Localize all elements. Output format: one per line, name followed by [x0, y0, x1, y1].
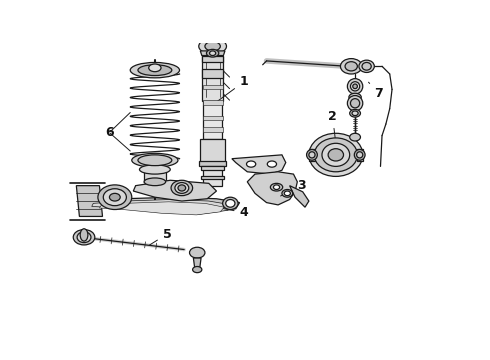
Text: 7: 7	[368, 82, 383, 100]
Polygon shape	[232, 155, 286, 174]
Ellipse shape	[138, 65, 172, 76]
Ellipse shape	[284, 191, 291, 195]
Ellipse shape	[210, 51, 216, 55]
Ellipse shape	[205, 42, 220, 51]
Text: 6: 6	[105, 126, 114, 139]
Polygon shape	[194, 258, 201, 270]
Text: 1: 1	[215, 75, 248, 103]
Bar	[357, 149, 363, 161]
Ellipse shape	[80, 229, 88, 241]
Ellipse shape	[354, 149, 365, 160]
Ellipse shape	[193, 266, 202, 273]
Ellipse shape	[109, 193, 120, 201]
Ellipse shape	[73, 230, 95, 245]
Ellipse shape	[350, 133, 361, 141]
Ellipse shape	[341, 59, 362, 74]
Ellipse shape	[132, 153, 178, 167]
Ellipse shape	[309, 152, 315, 158]
Ellipse shape	[282, 189, 293, 197]
Ellipse shape	[190, 247, 205, 258]
Bar	[199, 161, 226, 166]
Ellipse shape	[171, 180, 193, 195]
Ellipse shape	[353, 84, 357, 89]
Text: 2: 2	[328, 110, 337, 140]
Bar	[201, 166, 224, 170]
Ellipse shape	[359, 60, 374, 72]
Bar	[203, 127, 222, 132]
Polygon shape	[247, 172, 297, 205]
Ellipse shape	[350, 109, 361, 117]
Ellipse shape	[350, 82, 360, 91]
Ellipse shape	[140, 165, 171, 174]
Bar	[144, 168, 166, 182]
Bar	[203, 100, 222, 105]
Ellipse shape	[103, 189, 126, 206]
Bar	[201, 176, 224, 180]
Bar	[202, 55, 223, 101]
Ellipse shape	[347, 95, 363, 111]
Polygon shape	[133, 180, 217, 201]
Ellipse shape	[206, 49, 219, 57]
Text: 3: 3	[281, 179, 306, 196]
Ellipse shape	[352, 111, 358, 116]
Ellipse shape	[345, 62, 357, 71]
Bar	[203, 85, 222, 89]
Ellipse shape	[362, 62, 371, 70]
Polygon shape	[92, 199, 232, 214]
Ellipse shape	[138, 155, 172, 166]
Bar	[203, 116, 222, 120]
Ellipse shape	[307, 149, 318, 160]
Ellipse shape	[246, 161, 256, 167]
Polygon shape	[290, 186, 309, 207]
Ellipse shape	[328, 149, 343, 161]
Bar	[203, 166, 222, 186]
Ellipse shape	[357, 152, 363, 158]
Bar	[309, 149, 315, 161]
Ellipse shape	[149, 64, 161, 72]
Ellipse shape	[309, 133, 363, 176]
Ellipse shape	[77, 232, 91, 243]
Ellipse shape	[222, 197, 238, 210]
Ellipse shape	[98, 185, 132, 210]
Ellipse shape	[175, 183, 189, 193]
Polygon shape	[84, 197, 240, 213]
Text: 5: 5	[149, 228, 171, 245]
Ellipse shape	[178, 185, 186, 191]
Ellipse shape	[199, 39, 226, 54]
Bar	[202, 56, 223, 62]
Bar	[200, 139, 225, 163]
Ellipse shape	[347, 78, 363, 94]
Ellipse shape	[273, 185, 280, 189]
Ellipse shape	[130, 62, 179, 78]
Polygon shape	[200, 51, 225, 55]
Polygon shape	[99, 202, 224, 215]
Bar	[202, 69, 223, 78]
Ellipse shape	[314, 138, 357, 172]
Bar	[203, 101, 222, 139]
Ellipse shape	[270, 183, 283, 191]
Ellipse shape	[144, 178, 166, 186]
Ellipse shape	[322, 143, 350, 166]
Ellipse shape	[268, 161, 276, 167]
Polygon shape	[76, 186, 102, 216]
Ellipse shape	[350, 99, 360, 108]
Ellipse shape	[226, 199, 235, 207]
Text: 4: 4	[215, 206, 248, 219]
Ellipse shape	[349, 93, 361, 101]
